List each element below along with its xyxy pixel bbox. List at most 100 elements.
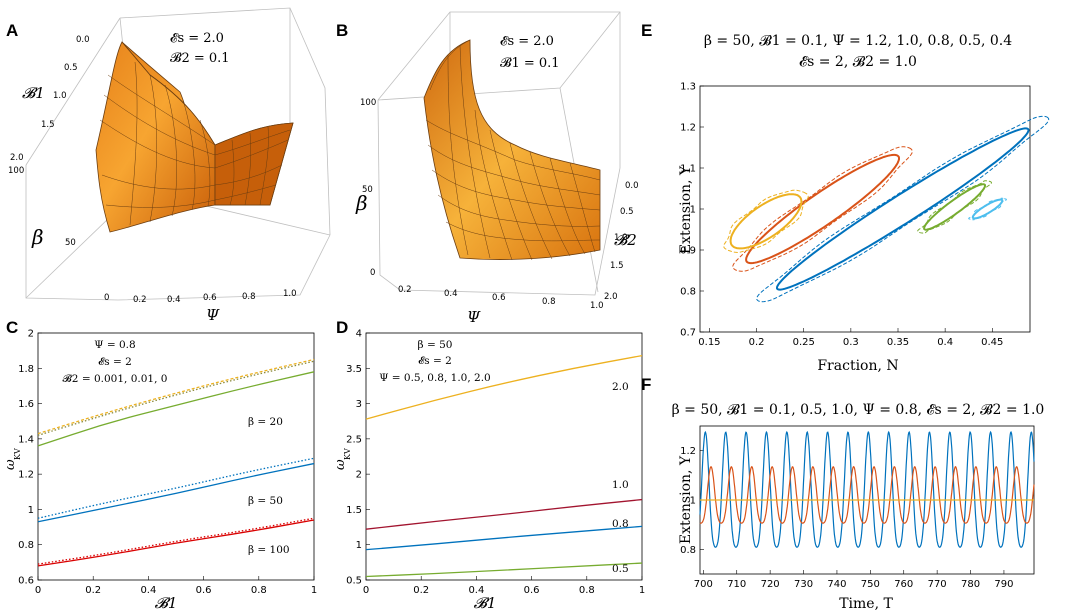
x-tick-label: 720 (761, 579, 780, 590)
panel-b-beta-tick-0: 0 (370, 268, 375, 278)
y-tick-label: 1 (28, 505, 34, 516)
series-line (365, 498, 643, 530)
panel-d-ylabel: ω KV (333, 448, 352, 470)
panel-c-line-chart: 0 0.2 0.4 0.6 0.8 1 0.6 0.8 1 1.2 1.4 1.6 1.8 2 Ψ = 0… (3, 329, 317, 613)
y-tick-label: 1.6 (18, 399, 34, 410)
y-tick-label: 1.2 (680, 123, 696, 134)
x-tick-label: 0.4 (937, 337, 953, 348)
y-tick-label: 1 (690, 205, 696, 216)
panel-c-ylabel-sub: KV (13, 448, 22, 460)
panel-e-title-line1: β = 50, 𝓑1 = 0.1, Ψ = 1.2, 1.0, 0.8, 0.5… (704, 33, 1012, 49)
panel-d-xlabel: 𝓑1 (474, 594, 497, 612)
panel-c-ticks: 0 0.2 0.4 0.6 0.8 1 0.6 0.8 1 1.2 1.4 1.6 1.8 2 (18, 329, 317, 597)
panel-a-beta-tick-0: 0 (104, 293, 109, 303)
panel-f-ticks: 700 710 720 730 740 750 760 770 780 790 0.8 1 1.2 (680, 446, 1013, 590)
y-tick-label: 2 (356, 470, 362, 481)
panel-a-box-left-edge (25, 17, 121, 166)
y-tick-label: 2.5 (346, 434, 362, 445)
panel-b-mesh (425, 39, 601, 261)
x-tick-label: 0.25 (793, 337, 815, 348)
y-tick-label: 1 (690, 496, 696, 507)
panel-f-title: β = 50, 𝓑1 = 0.1, 0.5, 1.0, Ψ = 0.8, 𝓔s … (672, 402, 1045, 418)
panel-d-axes-box (365, 332, 643, 581)
panel-a-beta-tick-50: 50 (65, 238, 76, 248)
panel-a-psi-tick-4: 1.0 (283, 289, 297, 299)
panel-b-b2-tick-2: 1.0 (614, 233, 628, 243)
panel-d-annotation-beta: β = 50 (418, 339, 453, 351)
panel-b-psi-tick-1: 0.4 (444, 289, 458, 299)
panel-c-axes-box (37, 332, 315, 581)
panel-c-ylabel: ω KV (3, 448, 22, 470)
panel-d-annotation-psi: Ψ = 0.5, 0.8, 1.0, 2.0 (379, 372, 491, 384)
panel-c-annotation-psi: Ψ = 0.8 (94, 339, 135, 351)
x-tick-label: 730 (794, 579, 813, 590)
series-line (37, 358, 315, 435)
x-tick-label: 710 (727, 579, 746, 590)
panel-b-beta-tick-100: 100 (360, 98, 376, 108)
panel-label-a: A (6, 21, 18, 40)
panel-c-xlabel: 𝓑1 (155, 594, 178, 612)
panel-a-surface-right (214, 122, 294, 206)
series-line (37, 517, 315, 565)
panel-d-label-psi-08: 0.8 (612, 518, 629, 530)
panel-label-b: B (336, 21, 348, 40)
panel-a-b1-tick-1: 0.5 (64, 63, 78, 73)
panel-c-label-beta-50: β = 50 (248, 495, 283, 507)
limit-cycle-transient (756, 115, 1050, 303)
y-tick-label: 1.2 (680, 446, 696, 457)
panel-a-b1-tick-2: 1.0 (53, 91, 67, 101)
panel-a-b1-label: 𝓑1 (22, 84, 45, 102)
x-tick-label: 0.4 (140, 585, 156, 596)
panel-label-e: E (641, 21, 652, 40)
panel-a-beta-tick-100: 100 (8, 166, 24, 176)
x-tick-label: 0.2 (413, 585, 429, 596)
panel-e-ylabel: Extension, Y (678, 165, 694, 254)
panel-f-xlabel: Time, T (839, 596, 893, 612)
panel-d-label-psi-05: 0.5 (612, 563, 629, 575)
series-line (37, 457, 315, 519)
x-tick-label: 0.35 (887, 337, 909, 348)
x-tick-label: 0.8 (579, 585, 595, 596)
panel-d-label-psi-2: 2.0 (612, 381, 629, 393)
series-line (37, 462, 315, 523)
limit-cycle (745, 153, 900, 265)
panel-b-b2-label: 𝓑2 (614, 231, 637, 249)
x-tick-label: 0.6 (524, 585, 540, 596)
x-tick-label: 0.6 (196, 585, 212, 596)
panel-e-series (723, 115, 1050, 303)
series-line (365, 562, 643, 578)
panel-b-psi-label: Ψ (467, 308, 481, 326)
time-series-line (699, 465, 1035, 524)
panel-b-b2-tick-3: 1.5 (610, 261, 624, 271)
y-tick-label: 2 (28, 329, 34, 340)
x-tick-label: 0.2 (85, 585, 101, 596)
series-line (37, 519, 315, 567)
panel-a-box-back (119, 7, 331, 236)
panel-e-title-line2: 𝓔s = 2, 𝓑2 = 1.0 (799, 54, 917, 70)
y-tick-label: 0.9 (680, 246, 696, 257)
y-tick-label: 1.5 (346, 505, 362, 516)
series-line (37, 371, 315, 447)
panel-d-line-chart: 0 0.2 0.4 0.6 0.8 1 0.5 1 1.5 2 2.5 3 3.5 4 β = 50 𝓔s… (333, 329, 645, 613)
panel-label-f: F (641, 375, 651, 394)
panel-b-psi-tick-4: 1.0 (590, 301, 604, 311)
panel-a-b1-tick-4: 2.0 (10, 153, 24, 163)
panel-c-annotation-es: 𝓔s = 2 (98, 356, 132, 368)
panel-e-xlabel: Fraction, N (817, 358, 898, 374)
panel-d-ticks: 0 0.2 0.4 0.6 0.8 1 0.5 1 1.5 2 2.5 3 3.5 4 (346, 329, 645, 597)
panel-b-psi-tick-2: 0.6 (492, 293, 506, 303)
y-tick-label: 0.8 (680, 287, 696, 298)
x-tick-label: 760 (894, 579, 913, 590)
y-tick-label: 1.3 (680, 82, 696, 93)
panel-a-annotation-es: 𝓔s = 2.0 (170, 31, 224, 46)
x-tick-label: 0.15 (698, 337, 720, 348)
x-tick-label: 770 (928, 579, 947, 590)
panel-b-beta-tick-50: 50 (362, 185, 373, 195)
x-tick-label: 0.2 (749, 337, 765, 348)
series-line (365, 354, 643, 420)
panel-d-annotation-es: 𝓔s = 2 (418, 355, 452, 367)
panel-b-b2-tick-1: 0.5 (620, 207, 634, 217)
x-tick-label: 0 (35, 585, 41, 596)
y-tick-label: 3.5 (346, 364, 362, 375)
